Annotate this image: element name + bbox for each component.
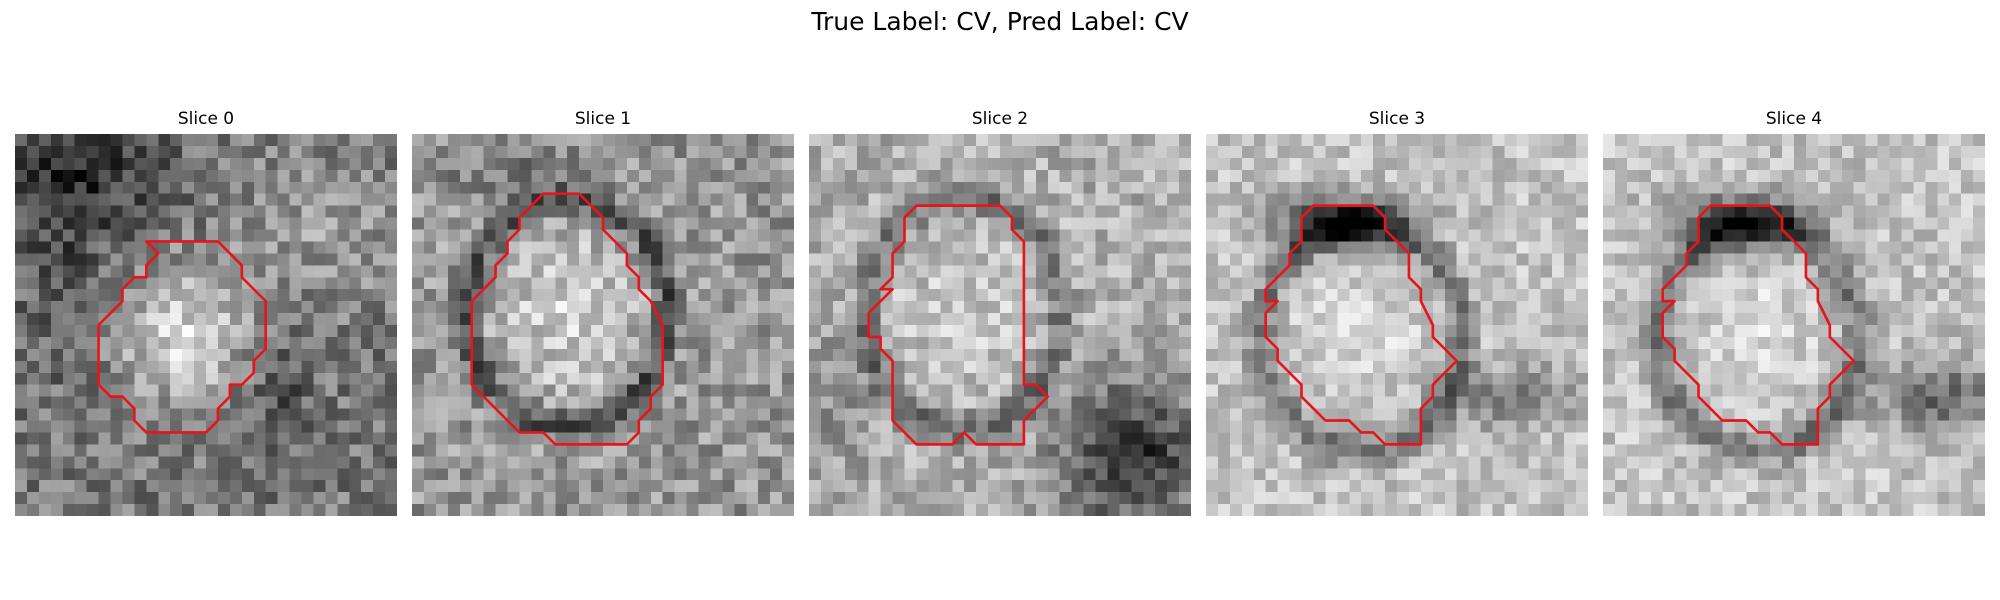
slice-panel-1: Slice 1: [412, 108, 794, 516]
slice-panel-3: Slice 3: [1206, 108, 1588, 516]
slice-panel-0: Slice 0: [15, 108, 397, 516]
slice-image-3: [1206, 134, 1588, 516]
slice-image-4: [1603, 134, 1985, 516]
slice-panel-4: Slice 4: [1603, 108, 1985, 516]
slice-title-0: Slice 0: [177, 109, 235, 129]
figure-title: True Label: CV, Pred Label: CV: [811, 7, 1189, 36]
segmentation-contour-3: [1264, 204, 1459, 446]
segmentation-contour-1: [470, 192, 665, 446]
slice-title-2: Slice 2: [971, 109, 1029, 129]
slice-title-4: Slice 4: [1765, 109, 1823, 129]
slice-image-2: [809, 134, 1191, 516]
segmentation-contour-4: [1661, 204, 1856, 446]
slice-title-1: Slice 1: [574, 109, 632, 129]
slice-panel-2: Slice 2: [809, 108, 1191, 516]
slice-title-3: Slice 3: [1368, 109, 1426, 129]
segmentation-contour-0: [97, 240, 268, 434]
slice-image-0: [15, 134, 397, 516]
slice-image-1: [412, 134, 794, 516]
segmentation-contour-2: [867, 204, 1050, 446]
